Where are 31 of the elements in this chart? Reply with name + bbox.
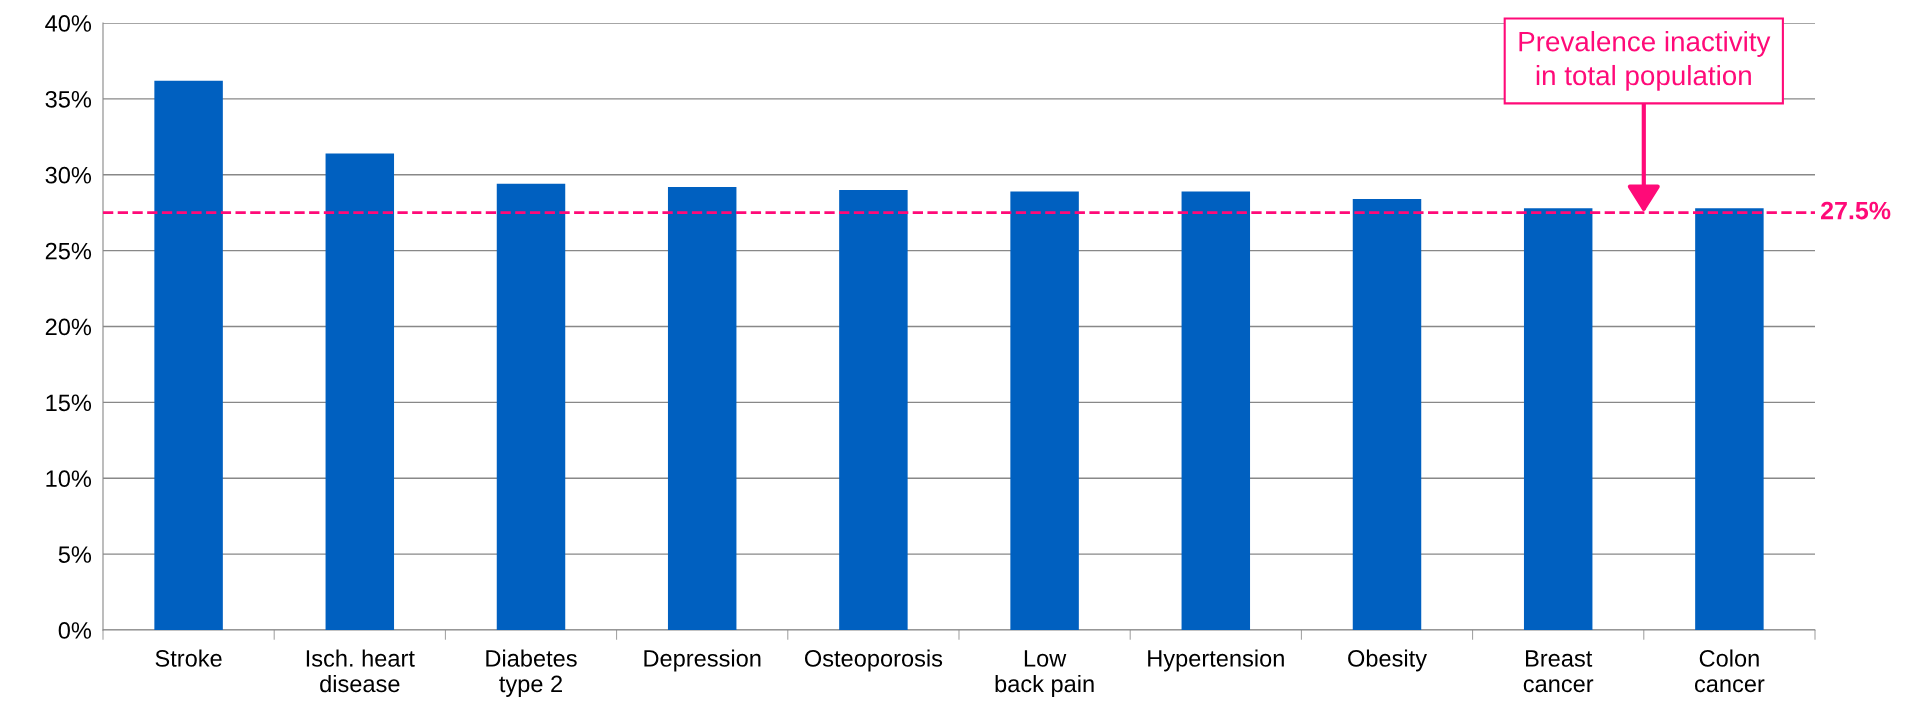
bar [667,186,737,630]
bar [1523,208,1593,630]
y-tick-label: 0% [58,622,92,639]
x-tick-label: Colon cancer [1694,649,1765,693]
x-tick-label: Depression [644,649,761,672]
y-tick-label: 25% [45,242,92,260]
ref-line-label: 27.5% [1821,201,1891,220]
bar [325,153,395,630]
y-tick-label: 15% [46,394,92,412]
bar [1352,199,1422,630]
x-tick-label: Obesity [1348,649,1427,672]
bar [1181,191,1251,630]
y-tick-label: 5% [58,546,92,563]
x-tick-label: Breast cancer [1523,650,1594,693]
bar [496,183,566,630]
bar [839,189,908,630]
bar [1695,208,1764,630]
y-tick-label: 35% [45,90,92,108]
annotation: Prevalence inactivity in total population [1519,31,1771,91]
y-tick-label: 20% [45,318,92,336]
x-tick-label: Hypertension [1148,649,1284,672]
x-tick-label: Stroke [155,649,222,667]
y-tick-label: 40% [45,15,92,32]
x-tick-label: Isch. heart disease [306,649,415,693]
bar [1010,191,1079,630]
x-tick-label: Diabetes type 2 [486,649,577,697]
y-tick-label: 10% [46,470,92,488]
x-tick-label: Osteoporosis [804,649,943,672]
x-tick-label: Low back pain [995,650,1094,697]
y-tick-label: 30% [45,166,92,184]
bar [154,80,223,630]
